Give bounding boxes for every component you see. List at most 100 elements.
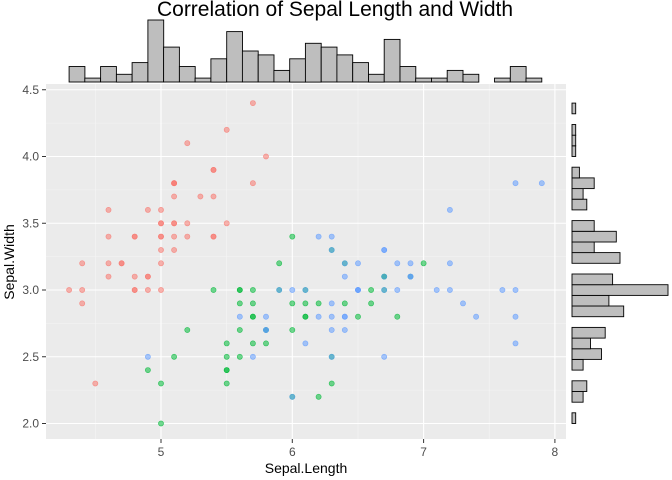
histogram-bar-x [273,69,291,83]
y-tick-label: 2.5 [22,350,39,364]
data-point-series-2 [328,380,335,387]
y-tick-label: 3.5 [22,216,39,230]
data-point-series-2 [236,353,243,360]
x-tick-label: 5 [158,445,165,459]
data-point-series-1 [171,180,177,187]
histogram-bar-x [336,54,354,83]
data-point-series-1 [79,260,86,267]
histogram-bar-y [571,273,614,286]
data-point-series-1 [158,220,164,227]
data-point-series-2 [249,300,256,307]
data-point-series-1 [144,287,151,293]
y-axis-ticks: 2.0 2.5 3.0 3.5 4.0 4.5 [22,83,46,431]
histogram-bar-x [68,66,86,83]
histogram-bar-x [147,19,165,83]
data-point-series-1 [171,233,177,240]
histogram-bar-x [289,58,306,83]
data-point-series-2 [289,327,296,333]
histogram-bar-y [571,220,595,232]
data-point-series-2 [368,300,374,307]
histogram-bar-y [571,358,584,371]
histogram-bar-x [446,69,464,83]
data-point-series-3 [249,353,256,360]
y-tick-label: 2.0 [22,417,39,431]
data-point-series-3 [315,233,322,240]
data-point-series-3 [446,260,453,267]
data-point-series-2 [223,353,230,360]
data-point-series-2 [223,367,230,373]
histogram-bar-y [571,294,610,307]
data-point-series-1 [131,273,138,280]
data-point-series-1 [171,193,177,200]
data-point-series-3 [328,327,335,333]
histogram-bar-y [571,305,625,318]
data-point-series-1 [158,247,164,253]
data-point-series-3 [512,340,519,347]
x-axis-ticks: 5 6 7 8 [158,439,559,459]
data-point-series-3 [144,353,151,360]
data-point-series-1 [105,206,112,213]
data-point-series-1 [66,287,72,293]
data-point-series-3 [394,260,401,267]
data-point-series-2 [302,300,309,307]
data-point-series-3 [460,300,466,307]
data-point-series-2 [289,300,296,307]
data-point-series-3 [289,287,296,293]
data-point-series-3 [276,287,283,293]
data-point-series-2 [236,327,243,333]
histogram-bar-x [415,77,432,83]
data-point-series-3 [302,340,309,347]
data-point-series-3 [446,287,453,293]
data-point-series-2 [276,260,283,267]
y-axis-title: Sepal.Width [1,224,17,299]
data-point-series-1 [118,260,125,267]
data-point-series-2 [394,313,401,320]
data-point-series-1 [158,233,164,240]
minor-gridlines [46,84,566,439]
data-point-series-2 [184,327,191,333]
data-point-series-3 [341,313,348,320]
data-point-series-3 [328,300,335,307]
x-tick-label: 7 [420,445,427,459]
data-point-series-1 [105,233,112,240]
data-point-series-3 [355,287,361,293]
data-point-series-2 [315,300,322,307]
data-point-series-3 [446,206,453,213]
histogram-bar-x [115,73,133,83]
data-point-series-2 [289,233,296,240]
histogram-bar-y [571,124,577,136]
data-point-series-2 [249,287,256,293]
histogram-bar-x [509,66,527,83]
data-point-series-2 [302,313,309,320]
data-point-series-2 [223,380,230,387]
data-point-series-1 [210,166,217,173]
data-point-series-3 [381,273,388,280]
data-point-series-1 [105,260,112,267]
data-point-series-1 [249,180,256,187]
y-tick-label: 3.0 [22,283,39,297]
histogram-bar-x [131,62,149,83]
data-point-series-3 [236,313,243,320]
data-point-series-2 [249,340,256,347]
data-point-series-2 [420,260,427,267]
histogram-bar-y [571,134,577,147]
histogram-bar-x [304,42,322,83]
data-point-series-3 [341,273,348,280]
data-point-series-3 [328,353,335,360]
histogram-bar-x [84,77,102,83]
data-point-series-2 [158,420,164,427]
data-point-series-2 [249,313,256,320]
data-point-series-2 [341,300,348,307]
data-point-series-2 [263,340,269,347]
data-point-series-3 [473,313,479,320]
data-point-series-2 [236,287,243,293]
data-point-series-3 [538,180,545,187]
histogram-bar-x [320,46,338,83]
data-point-series-3 [407,273,414,280]
histogram-bar-x [525,77,543,83]
data-point-series-3 [394,287,401,293]
data-point-series-2 [355,313,361,320]
histogram-bar-x [257,54,275,83]
